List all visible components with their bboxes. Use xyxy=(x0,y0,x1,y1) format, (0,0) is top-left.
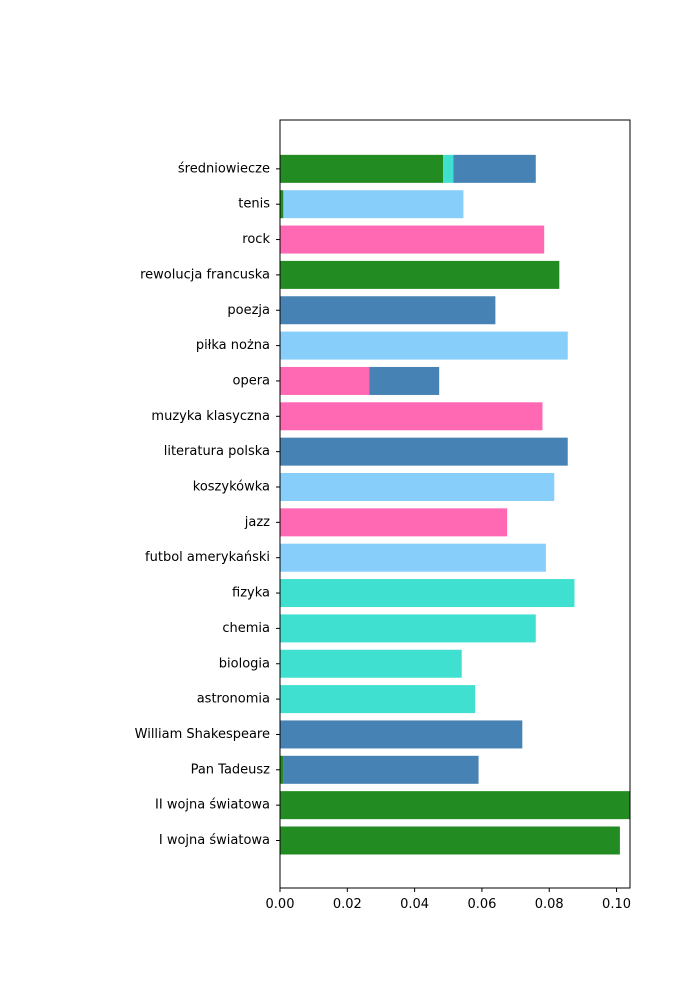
bar-15-series-3 xyxy=(280,296,496,325)
x-tick-label: 0.10 xyxy=(602,897,631,912)
x-tick-label: 0.08 xyxy=(535,897,564,912)
y-tick-label: II wojna światowa xyxy=(155,798,270,813)
y-tick-label: Pan Tadeusz xyxy=(191,762,271,777)
y-tick-label: William Shakespeare xyxy=(135,727,270,742)
y-tick-label: opera xyxy=(232,373,270,388)
y-tick-label: futbol amerykański xyxy=(145,550,270,565)
plot-frame xyxy=(279,119,631,889)
y-tick-label: fizyka xyxy=(232,586,270,601)
y-tick-label: średniowiecze xyxy=(178,161,270,176)
y-tick-label: rock xyxy=(242,232,270,247)
bar-10-series-4 xyxy=(280,473,555,501)
bar-2-series-0 xyxy=(280,755,284,784)
y-tick-label: tenis xyxy=(238,197,270,212)
bar-0-series-0 xyxy=(280,826,620,855)
bar-3-series-3 xyxy=(280,720,523,749)
bar-17-series-2 xyxy=(280,225,545,254)
bar-19-series-1 xyxy=(443,154,454,183)
x-tick-label: 0.04 xyxy=(400,897,429,912)
x-axis: 0.00 0.02 0.04 0.06 0.08 0.10 xyxy=(266,888,631,912)
bar-19-series-3 xyxy=(453,154,536,183)
bar-16-series-0 xyxy=(280,260,560,289)
bar-2-series-3 xyxy=(283,755,479,784)
x-tick-label: 0.02 xyxy=(333,897,362,912)
bar-18-series-0 xyxy=(280,190,284,219)
y-tick-label: chemia xyxy=(222,621,270,636)
bar-12-series-2 xyxy=(280,402,543,431)
bar-7-series-1 xyxy=(280,579,575,608)
bars-layer xyxy=(280,154,630,855)
y-tick-label: muzyka klasyczna xyxy=(151,409,270,424)
y-tick-label: koszykówka xyxy=(193,480,270,495)
bar-6-series-1 xyxy=(280,614,536,643)
bar-13-series-3 xyxy=(369,366,440,395)
bar-4-series-1 xyxy=(280,685,476,714)
bar-8-series-4 xyxy=(280,543,546,572)
y-tick-label: I wojna światowa xyxy=(159,833,270,848)
y-tick-label: astronomia xyxy=(197,692,270,707)
bar-13-series-2 xyxy=(280,366,370,395)
y-tick-label: literatura polska xyxy=(164,444,270,459)
y-tick-label: biologia xyxy=(219,656,270,671)
bar-14-series-4 xyxy=(280,331,568,360)
bar-9-series-2 xyxy=(280,508,508,537)
bar-1-series-0 xyxy=(280,791,630,820)
bar-5-series-1 xyxy=(280,649,462,678)
y-tick-label: jazz xyxy=(244,515,270,530)
bar-19-series-0 xyxy=(280,154,444,183)
bar-11-series-3 xyxy=(280,437,568,466)
bar-18-series-4 xyxy=(283,190,464,219)
y-tick-label: poezja xyxy=(227,303,270,318)
y-axis: I wojna światowa II wojna światowa Pan Tad… xyxy=(135,161,280,848)
y-tick-label: piłka nożna xyxy=(196,338,270,353)
x-tick-label: 0.06 xyxy=(467,897,496,912)
y-tick-label: rewolucja francuska xyxy=(140,267,270,282)
x-tick-label: 0.00 xyxy=(266,897,295,912)
